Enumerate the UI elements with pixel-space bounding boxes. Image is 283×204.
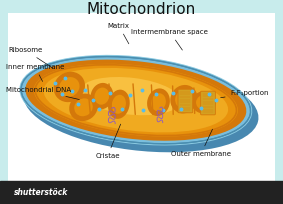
Ellipse shape bbox=[80, 77, 181, 115]
Text: Cristae: Cristae bbox=[95, 124, 121, 159]
Text: Mitochondrion: Mitochondrion bbox=[87, 2, 196, 17]
Ellipse shape bbox=[95, 88, 109, 105]
Text: Intermembrane space: Intermembrane space bbox=[131, 29, 208, 50]
Ellipse shape bbox=[108, 90, 130, 119]
Ellipse shape bbox=[59, 77, 80, 97]
FancyBboxPatch shape bbox=[8, 13, 275, 181]
Text: F₀F₁portion: F₀F₁portion bbox=[221, 90, 269, 98]
Ellipse shape bbox=[44, 68, 228, 132]
Ellipse shape bbox=[23, 61, 258, 152]
Text: Mitochondrial DNA: Mitochondrial DNA bbox=[6, 87, 79, 100]
Ellipse shape bbox=[74, 98, 93, 116]
Text: Matrix: Matrix bbox=[108, 23, 130, 44]
Ellipse shape bbox=[170, 85, 198, 113]
Ellipse shape bbox=[25, 60, 246, 141]
Ellipse shape bbox=[34, 64, 238, 137]
Text: shutterstöck: shutterstöck bbox=[14, 188, 68, 197]
FancyBboxPatch shape bbox=[178, 89, 193, 113]
Ellipse shape bbox=[196, 95, 211, 110]
Bar bbox=[0, 181, 283, 204]
Text: Outer membrane: Outer membrane bbox=[171, 129, 231, 157]
FancyBboxPatch shape bbox=[201, 91, 215, 115]
Text: Inner membrane: Inner membrane bbox=[6, 64, 64, 81]
Ellipse shape bbox=[151, 93, 166, 111]
Ellipse shape bbox=[69, 93, 98, 121]
Ellipse shape bbox=[112, 95, 126, 114]
Text: Ribosome: Ribosome bbox=[8, 47, 53, 68]
Ellipse shape bbox=[54, 72, 85, 102]
Ellipse shape bbox=[192, 91, 216, 113]
Ellipse shape bbox=[175, 90, 193, 108]
Ellipse shape bbox=[147, 88, 170, 116]
Ellipse shape bbox=[91, 83, 113, 109]
Ellipse shape bbox=[21, 57, 250, 144]
